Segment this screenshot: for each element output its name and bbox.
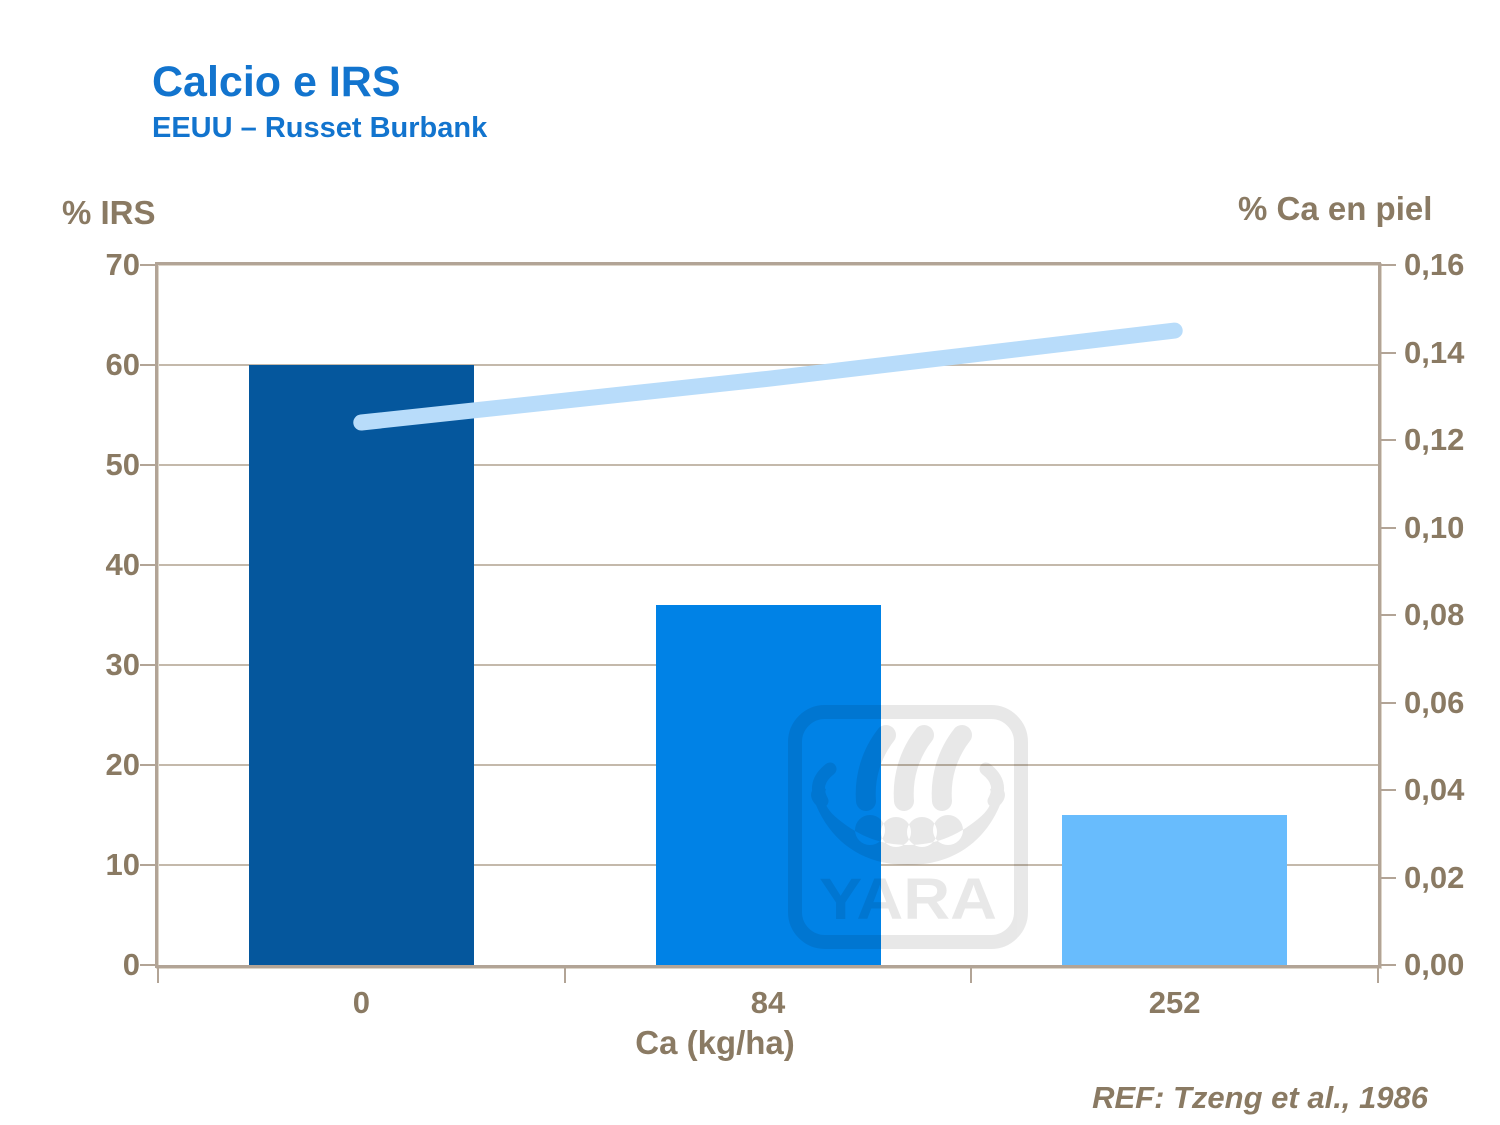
x-tick-label: 84 [750, 985, 786, 1020]
right-tick-label: 0,10 [1404, 509, 1465, 545]
left-axis-title: % IRS [62, 194, 156, 231]
left-tick-mark [140, 964, 155, 966]
bar-252 [1062, 815, 1288, 965]
left-tick-label: 20 [105, 747, 140, 782]
left-tick-mark [140, 264, 155, 266]
right-tick-label: 0,02 [1404, 859, 1465, 895]
gridline-50 [158, 464, 1378, 466]
chart-subtitle: EEUU – Russet Burbank [152, 112, 488, 144]
left-tick-mark [140, 864, 155, 866]
left-tick-label: 40 [105, 547, 140, 582]
left-tick-label: 60 [105, 347, 140, 382]
left-tick-mark [140, 464, 155, 466]
right-tick-mark [1381, 264, 1396, 266]
left-tick-mark [140, 564, 155, 566]
left-tick-label: 50 [105, 447, 140, 482]
left-tick-label: 10 [105, 847, 140, 882]
bar-0 [248, 365, 474, 965]
right-tick-mark [1381, 876, 1396, 879]
gridline-40 [158, 564, 1378, 566]
reference-text: REF: Tzeng et al., 1986 [1092, 1080, 1428, 1115]
right-tick-label: 0,16 [1404, 247, 1465, 282]
plot-area: YARA [140, 262, 1396, 983]
x-tick-label: 252 [1148, 985, 1201, 1020]
right-tick-mark [1381, 526, 1396, 529]
x-axis-title: Ca (kg/ha) [635, 1024, 795, 1061]
chart-title: Calcio e IRS [152, 58, 401, 106]
x-tick-mark [1377, 968, 1379, 983]
right-tick-label: 0,12 [1404, 422, 1465, 457]
right-axis-title: % Ca en piel [1238, 190, 1433, 227]
x-tick-label: 0 [352, 985, 370, 1020]
right-tick-mark [1381, 964, 1396, 966]
right-tick-mark [1381, 439, 1396, 441]
left-tick-mark [140, 764, 155, 766]
left-tick-label: 0 [122, 947, 140, 982]
right-tick-label: 0,14 [1404, 334, 1465, 370]
right-tick-label: 0,00 [1404, 947, 1465, 982]
trend-line [353, 322, 1183, 431]
right-tick-mark [1381, 614, 1396, 616]
right-tick-mark [1381, 701, 1396, 704]
left-tick-mark [140, 664, 155, 666]
right-tick-label: 0,06 [1404, 684, 1465, 720]
x-tick-mark [970, 968, 972, 983]
left-tick-label: 30 [105, 647, 140, 682]
left-tick-mark [140, 364, 155, 366]
x-tick-mark [564, 968, 566, 983]
x-tick-mark [157, 968, 159, 983]
gridline-60 [158, 364, 1378, 366]
bar-84 [655, 605, 881, 965]
left-tick-label: 70 [105, 247, 140, 282]
right-tick-mark [1381, 789, 1396, 791]
right-tick-label: 0,04 [1404, 772, 1465, 807]
right-tick-mark [1381, 351, 1396, 354]
trend-line-layer [353, 322, 1183, 431]
right-tick-label: 0,08 [1404, 597, 1465, 632]
